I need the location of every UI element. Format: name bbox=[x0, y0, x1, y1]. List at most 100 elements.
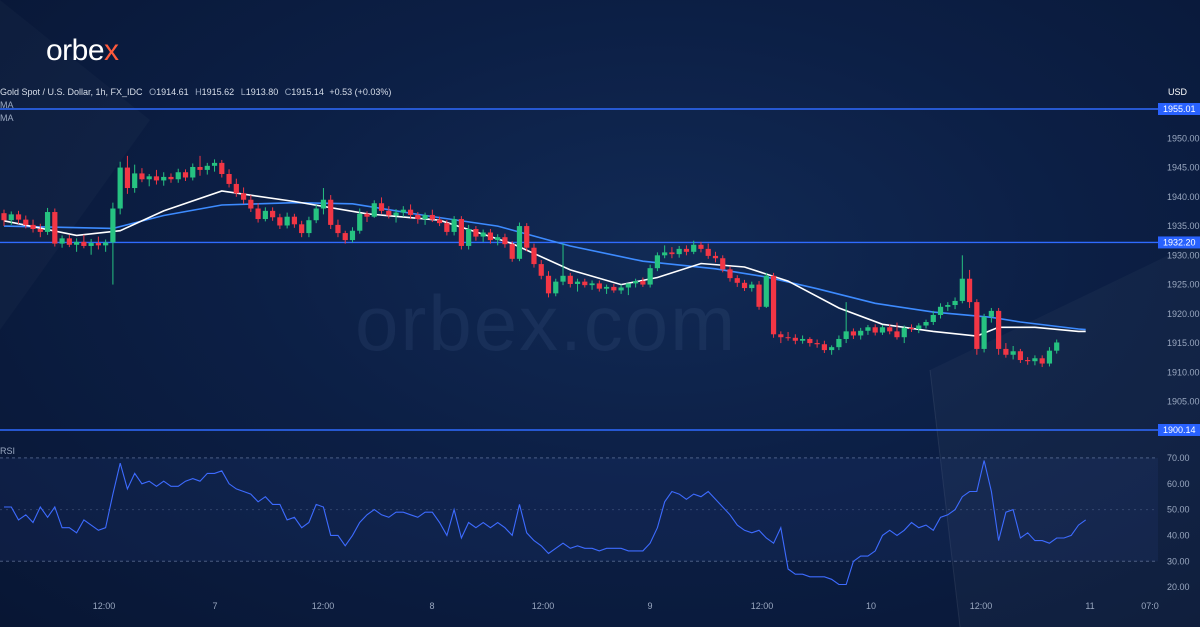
candle-body bbox=[887, 327, 893, 332]
price-tick-label: 1910.00 bbox=[1167, 367, 1200, 377]
candle-body bbox=[509, 244, 515, 259]
candle-body bbox=[335, 224, 341, 234]
candle-body bbox=[785, 337, 791, 339]
candle-body bbox=[531, 247, 537, 265]
ma2-label: MA bbox=[0, 113, 14, 123]
candle-body bbox=[865, 327, 871, 331]
candle-body bbox=[270, 210, 276, 218]
candle-body bbox=[277, 217, 283, 226]
symbol-label: Gold Spot / U.S. Dollar, 1h, FX_IDC bbox=[0, 87, 143, 97]
candle-body bbox=[480, 232, 486, 237]
candle-body bbox=[458, 219, 464, 246]
rsi-band bbox=[0, 457, 1158, 562]
candle-body bbox=[596, 283, 602, 289]
low-label: L bbox=[240, 87, 246, 97]
price-tick-label: 1935.00 bbox=[1167, 221, 1200, 231]
rsi-line bbox=[4, 460, 1087, 586]
candle-body bbox=[437, 219, 443, 224]
candle-body bbox=[204, 165, 210, 170]
candle-body bbox=[66, 238, 72, 245]
candle-body bbox=[756, 284, 762, 307]
candle-body bbox=[712, 255, 719, 259]
candle-body bbox=[1017, 351, 1023, 361]
rsi-tick-label: 50.00 bbox=[1167, 505, 1190, 515]
candle-body bbox=[952, 300, 958, 306]
open-label: O bbox=[149, 87, 157, 97]
candle-body bbox=[349, 230, 356, 241]
candle-body bbox=[466, 228, 472, 246]
candle-body bbox=[233, 183, 239, 194]
candle-body bbox=[611, 286, 617, 291]
candle-body bbox=[422, 214, 428, 220]
candle-body bbox=[981, 316, 987, 349]
low-value: 1913.80 bbox=[245, 87, 279, 97]
level-tag bbox=[1158, 103, 1200, 115]
candle-body bbox=[88, 243, 94, 246]
candle-body bbox=[676, 248, 682, 255]
candle-body bbox=[30, 224, 36, 229]
time-tick-label: 12:00 bbox=[970, 601, 993, 611]
brand-logo: orbex bbox=[46, 34, 119, 68]
candle-body bbox=[81, 241, 87, 246]
candle-body bbox=[1025, 360, 1031, 362]
time-tick-label: 9 bbox=[647, 601, 652, 611]
candle-body bbox=[342, 233, 348, 241]
candle-body bbox=[959, 278, 965, 301]
candle-body bbox=[15, 214, 22, 220]
candle-body bbox=[328, 199, 334, 225]
candle-body bbox=[1, 213, 7, 221]
candle-body bbox=[1032, 358, 1038, 362]
level-tag-label: 1900.14 bbox=[1163, 425, 1196, 435]
candle-body bbox=[59, 238, 65, 244]
candle-body bbox=[901, 327, 907, 338]
candle-body bbox=[560, 275, 566, 282]
candle-body bbox=[117, 167, 123, 209]
candle-body bbox=[574, 281, 581, 284]
candle-body bbox=[908, 327, 915, 330]
candle-body bbox=[320, 199, 327, 209]
candle-body bbox=[800, 338, 806, 341]
candle-body bbox=[255, 208, 261, 220]
candle-body bbox=[916, 325, 922, 330]
currency-label: USD bbox=[1168, 87, 1188, 97]
candle-body bbox=[770, 275, 777, 335]
candle-body bbox=[146, 176, 152, 180]
candle-body bbox=[553, 281, 559, 294]
candle-body bbox=[132, 173, 138, 189]
logo-text: orbe bbox=[46, 34, 105, 67]
time-tick-label: 12:00 bbox=[312, 601, 335, 611]
rsi-label: RSI bbox=[0, 446, 16, 456]
change-value: +0.53 (+0.03%) bbox=[329, 87, 392, 97]
candle-body bbox=[23, 219, 29, 225]
candle-body bbox=[74, 241, 80, 245]
candle-body bbox=[843, 331, 849, 339]
candle-body bbox=[589, 283, 595, 286]
price-tick-label: 1945.00 bbox=[1167, 163, 1200, 173]
close-label: C bbox=[284, 87, 292, 97]
level-tag bbox=[1158, 424, 1200, 436]
candle-body bbox=[197, 166, 203, 170]
candle-body bbox=[1010, 351, 1016, 355]
decor-edge-right bbox=[929, 369, 961, 627]
candle-body bbox=[894, 331, 900, 338]
candle-body bbox=[299, 224, 305, 234]
candle-body bbox=[240, 193, 247, 200]
candle-body bbox=[698, 244, 704, 249]
candle-body bbox=[988, 310, 994, 317]
candle-body bbox=[153, 176, 160, 181]
candle-body bbox=[226, 173, 232, 184]
level-tag-label: 1955.01 bbox=[1163, 104, 1196, 114]
candle-body bbox=[415, 214, 421, 220]
candle-body bbox=[567, 275, 573, 284]
candle-body bbox=[124, 167, 131, 189]
candle-body bbox=[691, 244, 697, 252]
symbol-info: Gold Spot / U.S. Dollar, 1h, FX_IDC O 191… bbox=[0, 87, 391, 97]
candle-body bbox=[858, 330, 864, 336]
high-label: H bbox=[195, 87, 202, 97]
candle-body bbox=[451, 219, 457, 232]
high-value: 1915.62 bbox=[201, 87, 235, 97]
rsi-tick-label: 60.00 bbox=[1167, 479, 1190, 489]
price-tick-label: 1925.00 bbox=[1167, 280, 1200, 290]
candle-body bbox=[792, 337, 798, 341]
